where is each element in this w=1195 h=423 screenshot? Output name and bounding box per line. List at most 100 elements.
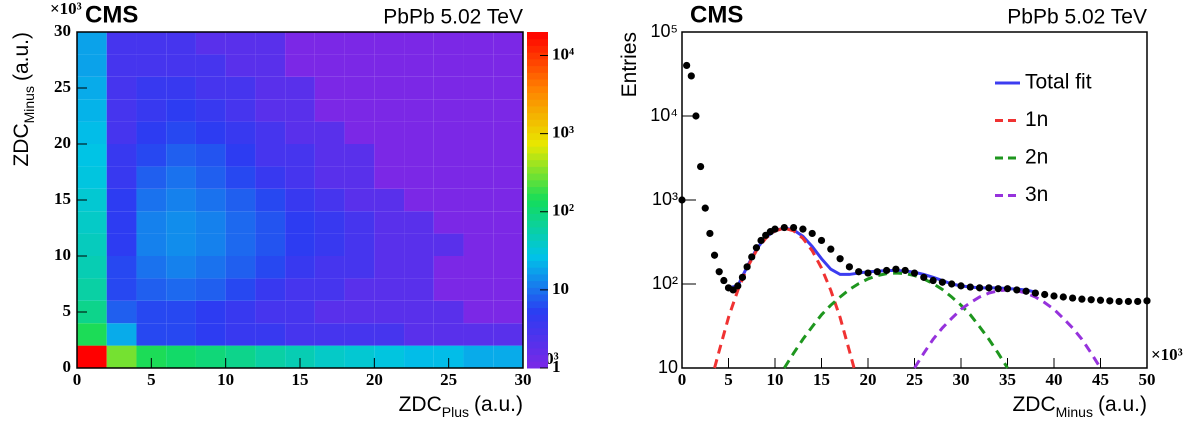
heatmap-cell — [314, 76, 345, 100]
colorbar-step — [527, 273, 548, 282]
colorbar-step — [527, 233, 548, 241]
heatmap-cell — [255, 300, 286, 324]
data-point — [1059, 293, 1067, 301]
colorbar-step — [527, 320, 548, 329]
y-tick-label: 10² — [652, 273, 678, 293]
colorbar-step — [527, 240, 548, 248]
heatmap-cell — [493, 233, 523, 256]
axis-label: ZDCMinus (a.u.) — [10, 32, 37, 167]
heatmap-cell — [374, 256, 405, 279]
heatmap-cell — [463, 233, 494, 256]
heatmap-cell — [106, 345, 137, 368]
heatmap-cell — [285, 300, 315, 324]
heatmap-cell — [404, 166, 434, 189]
data-point — [743, 263, 751, 271]
colorbar-tick-label: 10 — [552, 279, 569, 298]
x-tick-label: 25 — [440, 370, 457, 389]
heatmap-cell — [344, 144, 375, 167]
heatmap-cell — [136, 166, 167, 189]
heatmap-cell — [493, 121, 523, 144]
heatmap-cell — [344, 166, 375, 189]
heatmap-cell — [314, 345, 345, 368]
colorbar-step — [527, 206, 548, 214]
heatmap-cell — [344, 278, 375, 301]
heatmap-cell — [166, 188, 196, 212]
heatmap-cell — [285, 323, 315, 346]
heatmap-cell — [166, 76, 196, 100]
heatmap-cell — [493, 166, 523, 189]
heatmap-cell — [106, 323, 137, 346]
heatmap-cell — [166, 144, 196, 167]
heatmap-cell — [225, 54, 256, 77]
collision-label: PbPb 5.02 TeV — [1007, 6, 1147, 29]
data-point — [929, 276, 937, 285]
data-point — [1115, 297, 1123, 306]
heatmap-cell — [195, 278, 226, 301]
heatmap-cell — [77, 76, 107, 100]
heatmap-cell — [433, 233, 464, 256]
heatmap-cell — [463, 121, 494, 144]
data-point — [994, 285, 1002, 293]
x-tick-label: 5 — [147, 370, 156, 389]
data-point — [748, 253, 756, 261]
heatmap-cell — [255, 54, 286, 77]
heatmap-cell — [463, 54, 494, 77]
heatmap-cell — [255, 233, 286, 256]
legend-label: Total fit — [1025, 71, 1092, 94]
heatmap-cell — [77, 99, 107, 122]
axis-label-sub: Minus — [1056, 404, 1093, 420]
heatmap-cell — [225, 166, 256, 189]
y-tick-label: 10 — [54, 245, 71, 264]
heatmap-cell — [344, 121, 375, 144]
heatmap-cell — [314, 188, 345, 212]
data-point — [910, 269, 919, 277]
heatmap-cell — [285, 144, 315, 167]
x-multiplier: ×10³ — [1151, 345, 1183, 364]
colorbar-step — [527, 193, 548, 201]
heatmap-cell — [374, 144, 405, 167]
data-point — [780, 223, 788, 232]
colorbar-step — [527, 173, 548, 181]
heatmap-cell — [166, 99, 196, 122]
data-point — [1087, 296, 1095, 304]
heatmap-cell — [374, 233, 405, 256]
heatmap-cell — [195, 188, 226, 212]
data-point — [1096, 296, 1105, 304]
heatmap-cell — [166, 54, 196, 77]
data-point — [1143, 297, 1151, 305]
heatmap-cell — [195, 211, 226, 234]
heatmap-cell — [136, 32, 167, 55]
data-point — [985, 284, 993, 292]
heatmap-cell — [314, 256, 345, 279]
heatmap-cell — [374, 32, 405, 55]
heatmap-cell — [404, 211, 434, 234]
heatmap-cell — [225, 211, 256, 234]
heatmap-cell — [195, 76, 226, 100]
colorbar-tick-label: 10³ — [552, 123, 574, 142]
heatmap-cell — [493, 32, 523, 55]
heatmap-cell — [166, 121, 196, 144]
heatmap-cell — [374, 345, 405, 368]
heatmap-cell — [106, 278, 137, 301]
data-point — [845, 263, 854, 271]
data-point — [1031, 289, 1039, 297]
heatmap-cell — [255, 144, 286, 167]
data-point — [836, 255, 844, 263]
heatmap-cell — [106, 76, 137, 100]
data-point — [692, 112, 700, 120]
heatmap-cell — [77, 54, 107, 77]
heatmap-cell — [136, 300, 167, 324]
heatmap-cell — [255, 323, 286, 346]
heatmap-cell — [433, 300, 464, 324]
collision-label: PbPb 5.02 TeV — [383, 6, 523, 29]
x-tick-label: 35 — [999, 370, 1016, 389]
x-tick-label: 25 — [906, 370, 923, 389]
heatmap-cell — [166, 233, 196, 256]
data-point — [1124, 297, 1132, 306]
axis-label-unit: (a.u.) — [10, 32, 33, 81]
y-tick-label: 20 — [54, 133, 71, 152]
data-point — [817, 236, 826, 245]
data-point — [734, 282, 742, 290]
heatmap-cell — [374, 188, 405, 212]
heatmap-cell — [136, 323, 167, 346]
